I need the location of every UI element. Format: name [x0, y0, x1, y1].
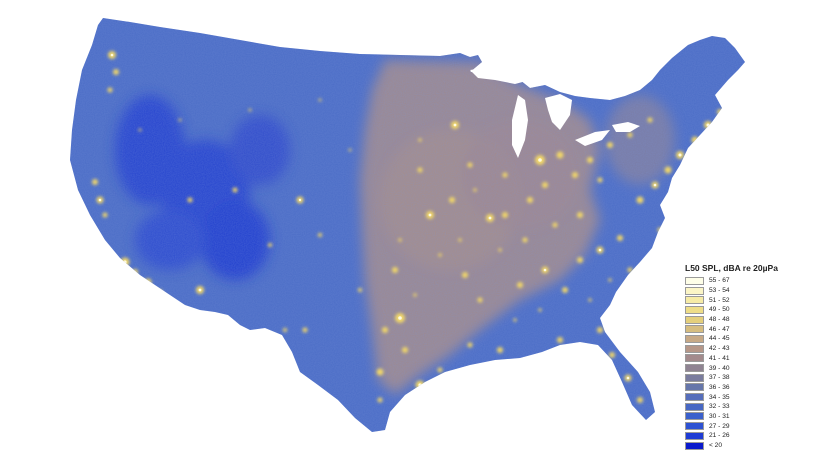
- legend-item: 37 - 38: [685, 373, 823, 383]
- legend-swatch: [685, 383, 704, 392]
- legend-swatch: [685, 334, 704, 343]
- legend-item: 39 - 40: [685, 363, 823, 373]
- legend-title: L50 SPL, dBA re 20µPa: [685, 263, 778, 273]
- legend-label: 49 - 50: [709, 306, 730, 314]
- legend-label: 39 - 40: [709, 364, 730, 372]
- legend-item: 36 - 36: [685, 383, 823, 393]
- legend-item: 49 - 50: [685, 305, 823, 315]
- legend-label: 21 - 26: [709, 432, 730, 440]
- legend-item: 44 - 45: [685, 334, 823, 344]
- legend-label: 55 - 67: [709, 277, 730, 285]
- legend-swatch: [685, 364, 704, 373]
- legend-item: 21 - 26: [685, 431, 823, 441]
- legend-swatch: [685, 354, 704, 363]
- legend-swatch: [685, 422, 704, 431]
- legend-label: 27 - 29: [709, 422, 730, 430]
- legend-label: 30 - 31: [709, 412, 730, 420]
- legend: L50 SPL, dBA re 20µPa 55 - 67 53 - 54 51 -…: [685, 263, 823, 450]
- legend-swatch: [685, 296, 704, 305]
- legend-swatch: [685, 286, 704, 295]
- legend-item: 51 - 52: [685, 295, 823, 305]
- legend-label: 53 - 54: [709, 287, 730, 295]
- legend-label: 32 - 33: [709, 403, 730, 411]
- legend-label: 48 - 48: [709, 316, 730, 324]
- legend-label: 44 - 45: [709, 335, 730, 343]
- legend-item: 34 - 35: [685, 392, 823, 402]
- legend-item: 42 - 43: [685, 344, 823, 354]
- great-lakes: [470, 66, 640, 158]
- legend-label: 51 - 52: [709, 296, 730, 304]
- legend-swatch: [685, 412, 704, 421]
- legend-label: 37 - 38: [709, 374, 730, 382]
- legend-swatch: [685, 402, 704, 411]
- legend-swatch: [685, 431, 704, 440]
- legend-label: 34 - 35: [709, 393, 730, 401]
- legend-item: 27 - 29: [685, 421, 823, 431]
- legend-swatch: [685, 315, 704, 324]
- legend-swatch: [685, 325, 704, 334]
- legend-item: 41 - 41: [685, 354, 823, 364]
- legend-label: 42 - 43: [709, 345, 730, 353]
- legend-item: 32 - 33: [685, 402, 823, 412]
- legend-swatch: [685, 441, 704, 450]
- legend-list: 55 - 67 53 - 54 51 - 52 49 - 50 48 - 48 46 - …: [685, 276, 823, 450]
- legend-item: 55 - 67: [685, 276, 823, 286]
- legend-label: < 20: [709, 442, 723, 450]
- legend-item: 30 - 31: [685, 412, 823, 422]
- legend-swatch: [685, 344, 704, 353]
- legend-item: 53 - 54: [685, 286, 823, 296]
- legend-swatch: [685, 393, 704, 402]
- legend-label: 41 - 41: [709, 354, 730, 362]
- legend-item: < 20: [685, 441, 823, 451]
- legend-swatch: [685, 276, 704, 285]
- legend-label: 46 - 47: [709, 325, 730, 333]
- legend-item: 46 - 47: [685, 324, 823, 334]
- legend-item: 48 - 48: [685, 315, 823, 325]
- legend-label: 36 - 36: [709, 383, 730, 391]
- legend-swatch: [685, 373, 704, 382]
- legend-swatch: [685, 305, 704, 314]
